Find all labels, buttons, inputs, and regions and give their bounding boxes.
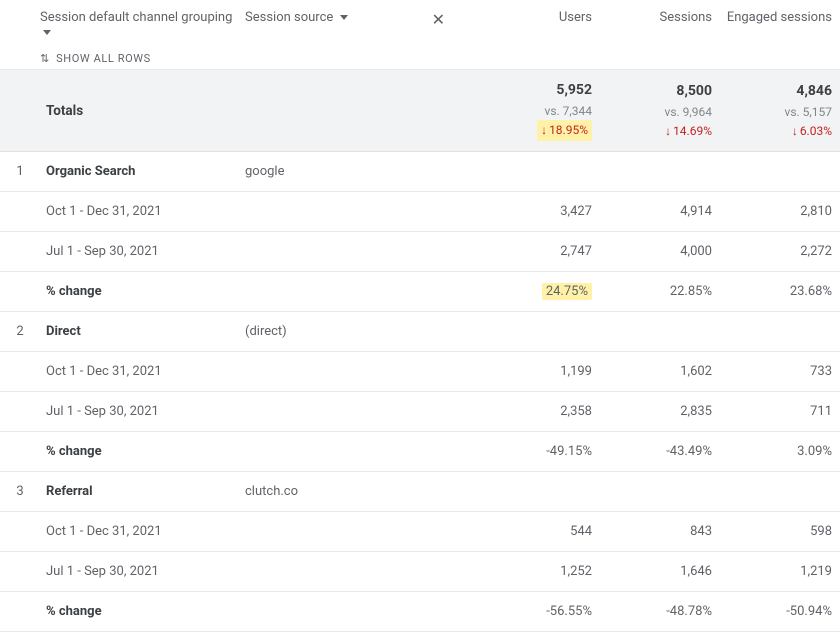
totals-engaged-vs: vs. 5,157 bbox=[720, 103, 832, 122]
sessions-value: 1,646 bbox=[600, 564, 720, 579]
sessions-change: -43.49% bbox=[600, 444, 720, 459]
totals-sessions-vs: vs. 9,964 bbox=[600, 103, 712, 122]
period-label: Jul 1 - Sep 30, 2021 bbox=[40, 404, 245, 419]
totals-row: Totals 5,952 vs. 7,344 ↓18.95% 8,500 vs.… bbox=[0, 70, 840, 152]
groups-container: 1Organic SearchgoogleOct 1 - Dec 31, 202… bbox=[0, 152, 840, 632]
totals-sessions: 8,500 vs. 9,964 ↓14.69% bbox=[600, 81, 720, 140]
totals-sessions-delta: ↓14.69% bbox=[600, 122, 712, 141]
period-row-change: % change 24.75%22.85%23.68% bbox=[0, 272, 840, 312]
period-label: Oct 1 - Dec 31, 2021 bbox=[40, 524, 245, 539]
remove-dimension-button[interactable]: ✕ bbox=[432, 10, 475, 29]
engaged-value: 733 bbox=[720, 364, 840, 379]
group-source: (direct) bbox=[245, 324, 475, 339]
period-row-previous: Jul 1 - Sep 30, 2021 1,2521,6461,219 bbox=[0, 552, 840, 592]
sessions-value: 843 bbox=[600, 524, 720, 539]
period-label: Oct 1 - Dec 31, 2021 bbox=[40, 204, 245, 219]
dimension-channel-label: Session default channel grouping bbox=[40, 10, 232, 25]
period-row-current: Oct 1 - Dec 31, 2021 3,4274,9142,810 bbox=[0, 192, 840, 232]
engaged-value: 2,272 bbox=[720, 244, 840, 259]
totals-users: 5,952 vs. 7,344 ↓18.95% bbox=[475, 80, 600, 141]
period-row-current: Oct 1 - Dec 31, 2021 544843598 bbox=[0, 512, 840, 552]
change-label: % change bbox=[40, 444, 245, 459]
dimension-source-label: Session source bbox=[245, 10, 333, 25]
down-arrow-icon: ↓ bbox=[792, 124, 798, 138]
engaged-value: 1,219 bbox=[720, 564, 840, 579]
group-header[interactable]: 1Organic Searchgoogle bbox=[0, 152, 840, 192]
metric-engaged-header[interactable]: Engaged sessions bbox=[720, 10, 840, 25]
expand-rows-icon: ⇅ bbox=[40, 52, 50, 65]
totals-engaged-value: 4,846 bbox=[720, 81, 832, 103]
users-value: 1,199 bbox=[475, 364, 600, 379]
users-change: -49.15% bbox=[475, 444, 600, 459]
show-all-rows-label: SHOW ALL ROWS bbox=[56, 52, 151, 65]
dropdown-caret-icon bbox=[340, 15, 348, 20]
sessions-value: 4,914 bbox=[600, 204, 720, 219]
sessions-change: 22.85% bbox=[600, 284, 720, 299]
period-row-change: % change -56.55%-48.78%-50.94% bbox=[0, 592, 840, 632]
down-arrow-icon: ↓ bbox=[665, 124, 671, 138]
sessions-value: 2,835 bbox=[600, 404, 720, 419]
metric-sessions-header[interactable]: Sessions bbox=[600, 10, 720, 25]
dimension-channel-header[interactable]: Session default channel grouping ⇅ SHOW … bbox=[40, 10, 245, 65]
dimension-source-header[interactable]: Session source ✕ bbox=[245, 10, 475, 25]
group-header[interactable]: 3Referralclutch.co bbox=[0, 472, 840, 512]
period-label: Jul 1 - Sep 30, 2021 bbox=[40, 564, 245, 579]
table-header: Session default channel grouping ⇅ SHOW … bbox=[0, 0, 840, 70]
users-value: 2,358 bbox=[475, 404, 600, 419]
engaged-value: 598 bbox=[720, 524, 840, 539]
sessions-change: -48.78% bbox=[600, 604, 720, 619]
engaged-value: 2,810 bbox=[720, 204, 840, 219]
period-row-previous: Jul 1 - Sep 30, 2021 2,3582,835711 bbox=[0, 392, 840, 432]
down-arrow-icon: ↓ bbox=[541, 123, 547, 137]
period-row-current: Oct 1 - Dec 31, 2021 1,1991,602733 bbox=[0, 352, 840, 392]
metric-users-header[interactable]: Users bbox=[475, 10, 600, 25]
group-header[interactable]: 2Direct(direct) bbox=[0, 312, 840, 352]
sessions-value: 1,602 bbox=[600, 364, 720, 379]
totals-users-value: 5,952 bbox=[475, 80, 592, 102]
period-row-change: % change -49.15%-43.49%3.09% bbox=[0, 432, 840, 472]
users-value: 2,747 bbox=[475, 244, 600, 259]
totals-sessions-value: 8,500 bbox=[600, 81, 712, 103]
period-label: Oct 1 - Dec 31, 2021 bbox=[40, 364, 245, 379]
users-value: 3,427 bbox=[475, 204, 600, 219]
engaged-change: 3.09% bbox=[720, 444, 840, 459]
change-label: % change bbox=[40, 604, 245, 619]
totals-label: Totals bbox=[40, 103, 245, 119]
totals-engaged: 4,846 vs. 5,157 ↓6.03% bbox=[720, 81, 840, 140]
group-source: google bbox=[245, 164, 475, 179]
engaged-change: -50.94% bbox=[720, 604, 840, 619]
group-index: 3 bbox=[0, 484, 40, 499]
totals-engaged-delta: ↓6.03% bbox=[720, 122, 832, 141]
engaged-change: 23.68% bbox=[720, 284, 840, 299]
users-value: 1,252 bbox=[475, 564, 600, 579]
group-channel-name: Organic Search bbox=[40, 164, 245, 179]
group-index: 1 bbox=[0, 164, 40, 179]
users-change: 24.75% bbox=[475, 284, 600, 299]
change-label: % change bbox=[40, 284, 245, 299]
users-change: -56.55% bbox=[475, 604, 600, 619]
sessions-value: 4,000 bbox=[600, 244, 720, 259]
group-source: clutch.co bbox=[245, 484, 475, 499]
group-channel-name: Direct bbox=[40, 324, 245, 339]
engaged-value: 711 bbox=[720, 404, 840, 419]
group-channel-name: Referral bbox=[40, 484, 245, 499]
group-index: 2 bbox=[0, 324, 40, 339]
dropdown-caret-icon bbox=[43, 30, 51, 35]
analytics-table: Session default channel grouping ⇅ SHOW … bbox=[0, 0, 840, 632]
totals-users-vs: vs. 7,344 bbox=[475, 102, 592, 121]
period-label: Jul 1 - Sep 30, 2021 bbox=[40, 244, 245, 259]
period-row-previous: Jul 1 - Sep 30, 2021 2,7474,0002,272 bbox=[0, 232, 840, 272]
show-all-rows-button[interactable]: ⇅ SHOW ALL ROWS bbox=[40, 52, 245, 65]
users-value: 544 bbox=[475, 524, 600, 539]
totals-users-delta: ↓18.95% bbox=[537, 120, 592, 141]
